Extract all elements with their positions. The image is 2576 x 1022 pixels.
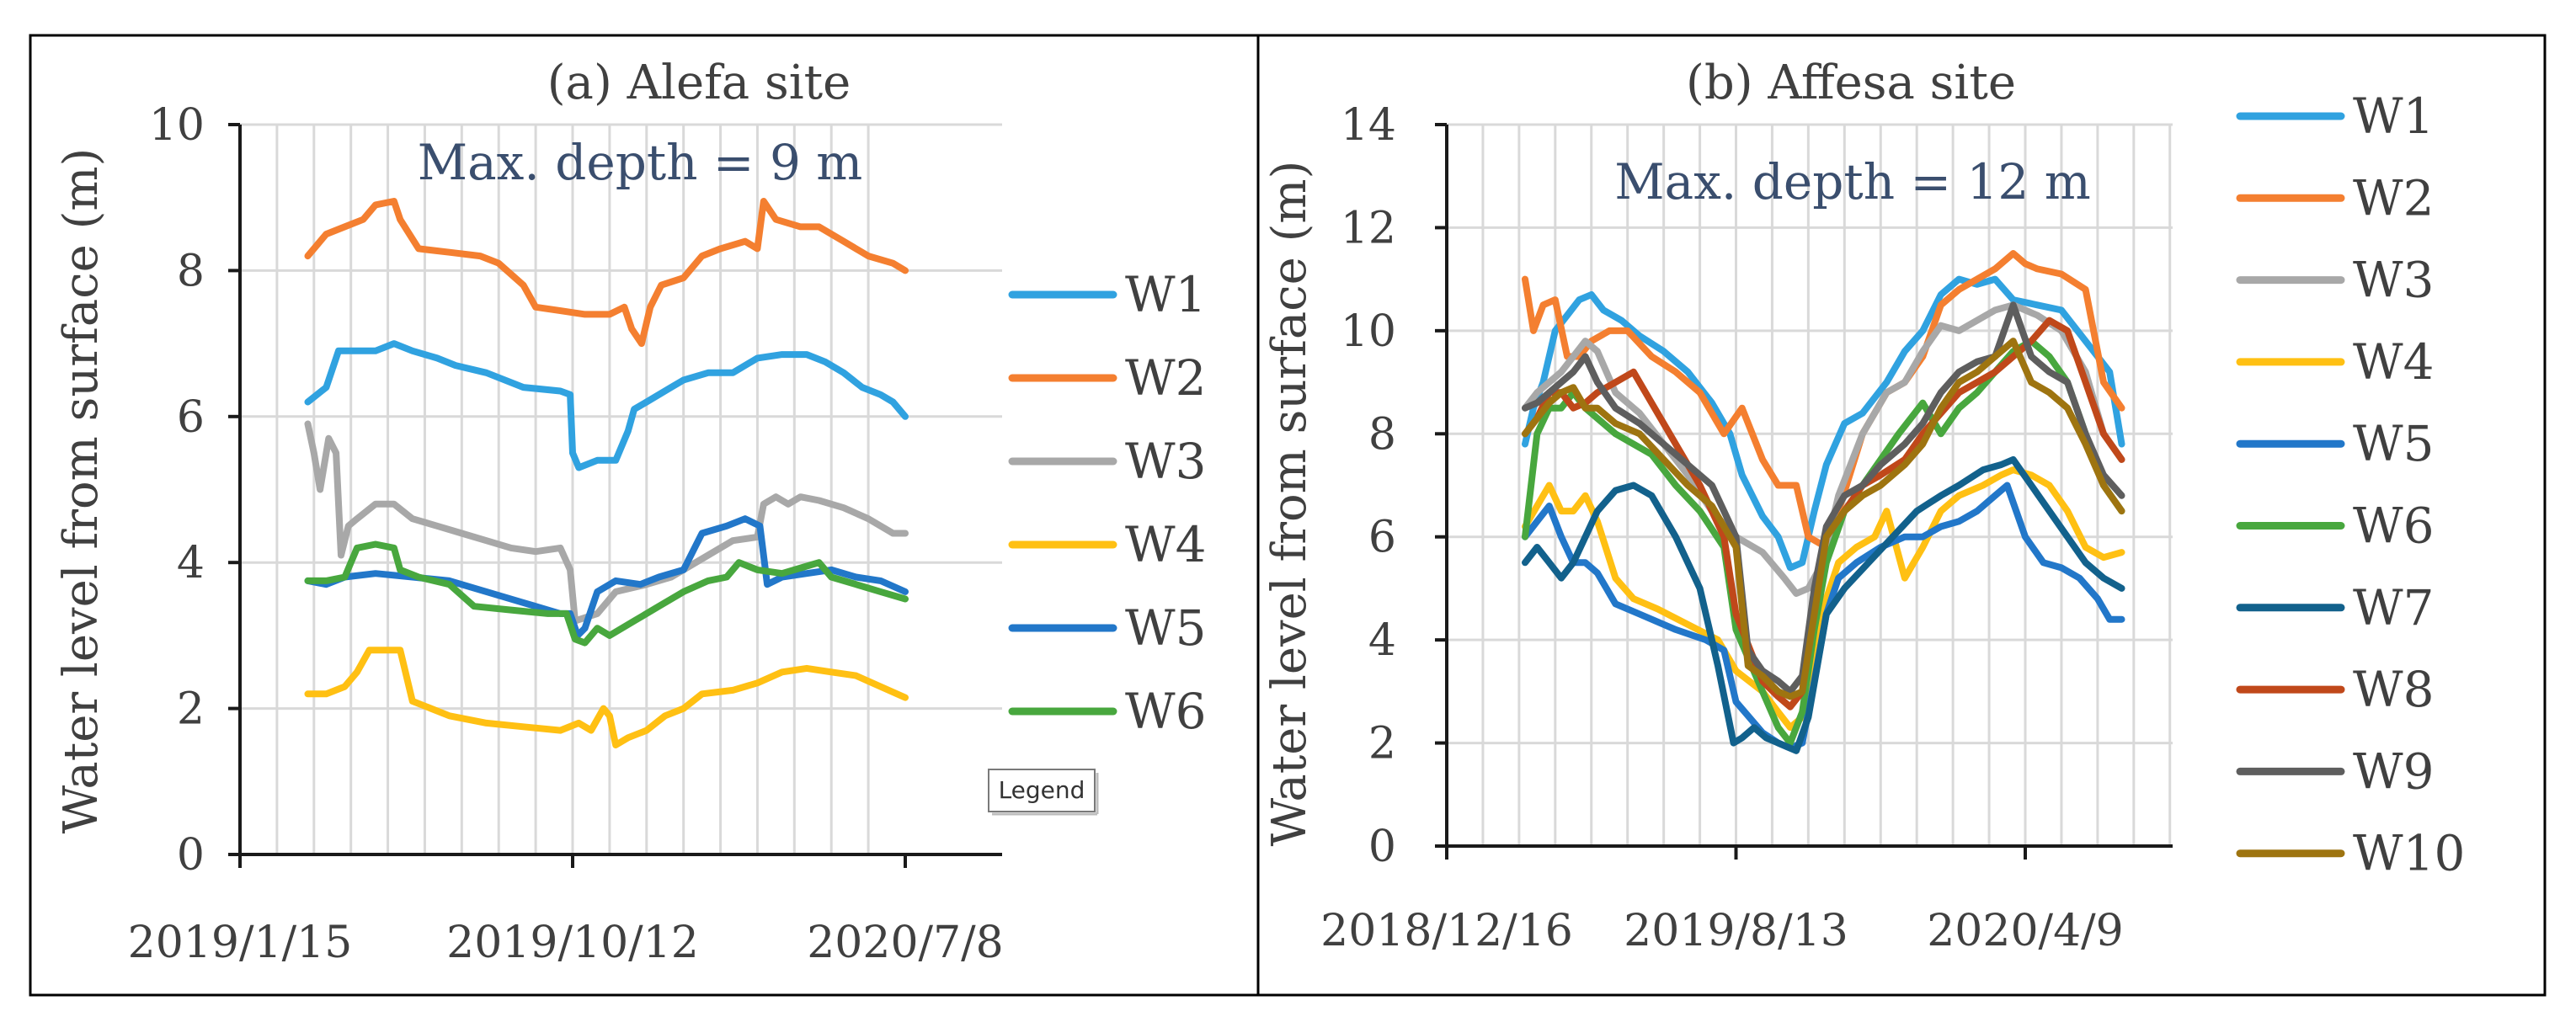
y-ticks: 0 2 4 6 8 10 xyxy=(149,100,240,881)
panel-title: (a) Alefa site xyxy=(547,56,851,110)
x-ticks: 2018/12/16 2019/8/13 2020/4/9 xyxy=(1320,846,2124,956)
legend-tag-label: Legend xyxy=(999,776,1085,804)
y-axis-title: Water level from surface (m) xyxy=(54,148,109,834)
y-tick-label: 8 xyxy=(1368,409,1396,460)
series-line-w3 xyxy=(304,420,909,625)
legend-label-w3: W3 xyxy=(2353,252,2435,309)
legend-label-w1: W1 xyxy=(1125,266,1207,323)
legend-label-w3: W3 xyxy=(1125,433,1207,490)
legend-label-w10: W10 xyxy=(2353,825,2465,882)
legend-label-w9: W9 xyxy=(2353,743,2435,800)
legend-tag-box xyxy=(988,769,1096,812)
figure-frame xyxy=(29,34,2547,997)
y-tick-label: 2 xyxy=(177,684,205,735)
panel-title: (b) Affesa site xyxy=(1686,56,2016,110)
legend-tag[interactable]: Legend xyxy=(988,769,1099,816)
x-tick-label: 2018/12/16 xyxy=(1320,906,1573,956)
y-tick-label: 14 xyxy=(1341,100,1396,151)
legend-label-w2: W2 xyxy=(2353,169,2435,226)
series-line-w1 xyxy=(304,340,909,471)
x-tick-label: 2020/7/8 xyxy=(807,918,1004,968)
series-line-w3 xyxy=(1522,301,2125,597)
y-tick-label: 0 xyxy=(177,830,205,881)
y-tick-label: 4 xyxy=(1368,615,1396,666)
legend-label-w6: W6 xyxy=(2353,498,2435,555)
legend: W1 W2 W3 W4 W5 W6 W7 W8 W9 W10 xyxy=(2236,88,2465,882)
x-tick-label: 2019/10/12 xyxy=(446,918,699,968)
legend-label-w6: W6 xyxy=(1125,683,1207,740)
x-tick-label: 2020/4/9 xyxy=(1927,906,2124,956)
y-tick-label: 10 xyxy=(149,100,205,151)
annotation-max-depth: Max. depth = 12 m xyxy=(1614,153,2091,210)
series-line-w10 xyxy=(1522,338,2125,700)
grid xyxy=(240,123,1002,854)
series-line-w1 xyxy=(1522,275,2125,572)
axes xyxy=(1445,125,2173,848)
y-tick-label: 0 xyxy=(1368,822,1396,872)
legend-label-w5: W5 xyxy=(1125,599,1207,657)
series-line-w6 xyxy=(304,540,909,647)
y-tick-label: 6 xyxy=(1368,513,1396,563)
y-tick-label: 6 xyxy=(177,392,205,443)
series-line-w2 xyxy=(304,198,909,348)
series-line-w7 xyxy=(1522,455,2125,754)
legend-label-w8: W8 xyxy=(2353,661,2435,718)
series-lines xyxy=(1522,250,2125,754)
y-tick-label: 2 xyxy=(1368,719,1396,769)
x-tick-label: 2019/8/13 xyxy=(1624,906,1848,956)
legend-label-w7: W7 xyxy=(2353,579,2435,636)
y-tick-label: 8 xyxy=(177,246,205,296)
series-line-w4 xyxy=(304,647,909,748)
series-lines xyxy=(304,198,909,748)
legend-label-w5: W5 xyxy=(2353,415,2435,472)
y-axis-title: Water level from surface (m) xyxy=(1262,161,1317,847)
y-ticks: 0 2 4 6 8 10 12 14 xyxy=(1341,100,1447,872)
legend-label-w4: W4 xyxy=(1125,516,1207,573)
legend-label-w4: W4 xyxy=(2353,333,2435,391)
y-tick-label: 4 xyxy=(177,538,205,588)
legend-label-w1: W1 xyxy=(2353,88,2435,145)
grid xyxy=(1447,123,2173,846)
legend-label-w2: W2 xyxy=(1125,349,1207,407)
legend: W1 W2 W3 W4 W5 W6 xyxy=(1008,266,1207,740)
panel-a-alefa: 0 2 4 6 8 10 2019/1/15 2019/10/12 2020/7/8 (a) … xyxy=(54,56,1207,968)
y-tick-label: 12 xyxy=(1341,203,1396,253)
y-tick-label: 10 xyxy=(1341,306,1396,357)
annotation-max-depth: Max. depth = 9 m xyxy=(418,134,863,191)
axes xyxy=(238,125,1002,856)
x-ticks: 2019/1/15 2019/10/12 2020/7/8 xyxy=(128,854,1004,968)
x-tick-label: 2019/1/15 xyxy=(128,918,353,968)
